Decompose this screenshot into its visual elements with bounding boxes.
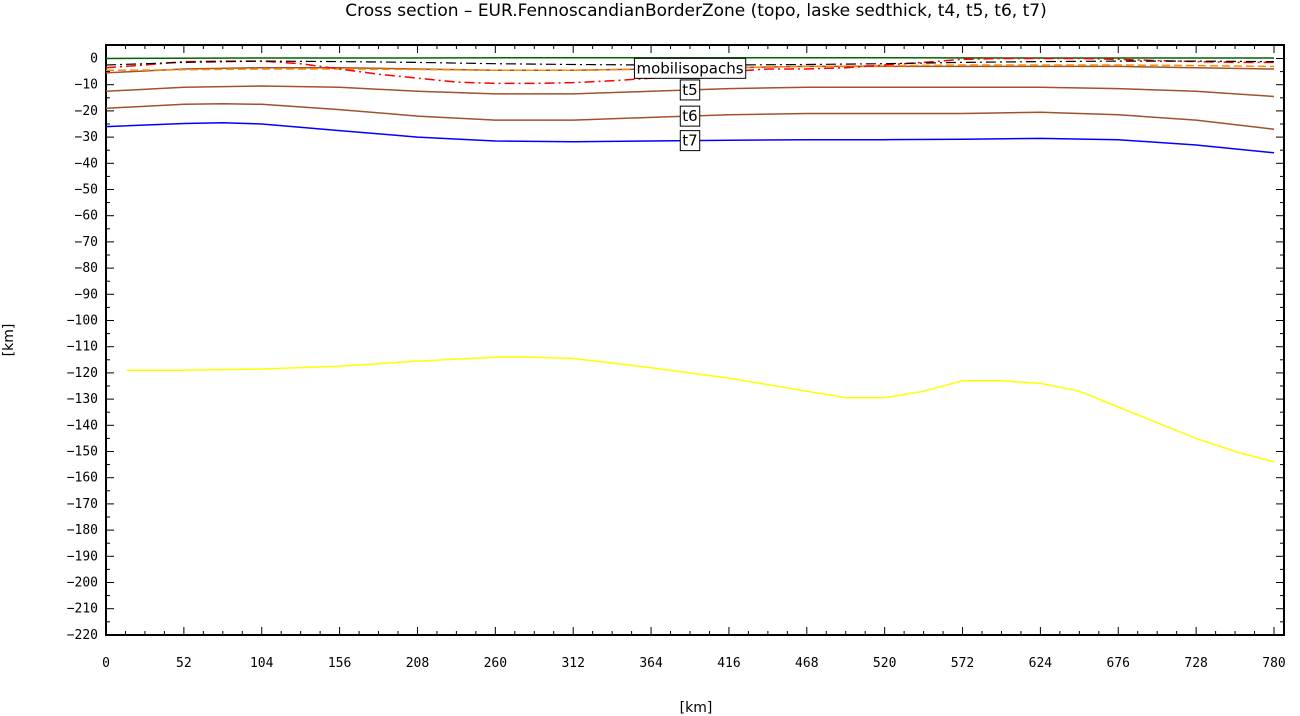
y-tick-label: −30 (75, 130, 98, 145)
series-line-mobilisopachs (105, 64, 1275, 72)
series-line (127, 356, 1275, 463)
y-tick-label: −220 (67, 628, 98, 643)
line-label-box (679, 130, 701, 152)
y-tick-label: −80 (75, 261, 98, 276)
line-label-t5: t5 (679, 79, 701, 101)
series-line-t7 (105, 121, 1275, 154)
y-tick-label: −120 (67, 366, 98, 381)
x-axis-label: [km] (680, 700, 713, 716)
y-tick-label: −210 (67, 602, 98, 617)
x-tick-label: 260 (484, 656, 507, 671)
x-tick-label: 156 (328, 656, 351, 671)
x-tick-label: 104 (250, 656, 274, 671)
y-tick-label: −60 (75, 209, 98, 224)
x-tick-label: 728 (1184, 656, 1207, 671)
series-line-t6 (105, 103, 1275, 130)
x-axis: 0 52 104 156 208 260 312 364 416 468 520 572 624 676 7… (102, 45, 1286, 671)
x-tick-label: 416 (717, 656, 740, 671)
chart-title: Cross section – EUR.FennoscandianBorderZ… (345, 1, 1046, 21)
y-axis-label: [km] (1, 324, 17, 357)
y-tick-label: −50 (75, 183, 98, 198)
line-labels: t4t5t6t7mobilisopachs (633, 57, 747, 152)
x-tick-label: 0 (102, 656, 110, 671)
line-label-box (679, 105, 701, 127)
y-tick-label: −190 (67, 549, 98, 564)
y-tick-label: −90 (75, 287, 98, 302)
line-label-text: mobilisopachs (636, 59, 743, 77)
y-tick-label: −180 (67, 523, 98, 538)
y-tick-label: −70 (75, 235, 98, 250)
line-label-box (633, 57, 747, 79)
x-tick-label: 312 (561, 656, 584, 671)
x-tick-label: 208 (406, 656, 429, 671)
y-tick-label: −110 (67, 340, 98, 355)
line-label-box (679, 79, 701, 101)
x-tick-label: 780 (1262, 656, 1285, 671)
y-tick-label: −40 (75, 156, 98, 171)
y-tick-label: −200 (67, 576, 98, 591)
line-label-text: t6 (682, 107, 697, 125)
y-tick-label: 0 (90, 52, 98, 67)
x-tick-label: 624 (1029, 656, 1053, 671)
x-tick-label: 52 (176, 656, 192, 671)
line-label-text: t7 (682, 132, 697, 150)
line-label-t7: t7 (679, 130, 701, 152)
y-tick-label: −130 (67, 392, 98, 407)
y-tick-label: −10 (75, 78, 98, 93)
x-tick-label: 468 (795, 656, 818, 671)
y-axis: 0 −10 −20 −30 −40 −50 −60 −70 −80 −90 −100 −110 −120… (67, 52, 1284, 643)
line-label-mobilisopachs: mobilisopachs (633, 57, 747, 79)
line-label-t6: t6 (679, 105, 701, 127)
x-tick-label: 364 (639, 656, 663, 671)
y-tick-label: −160 (67, 471, 98, 486)
x-tick-label: 520 (873, 656, 896, 671)
line-label-text: t5 (682, 81, 697, 99)
y-tick-label: −150 (67, 445, 98, 460)
plot-border (105, 44, 1285, 636)
series-line (105, 56, 1274, 60)
plot-frame (105, 44, 1285, 636)
y-tick-label: −100 (67, 314, 98, 329)
y-tick-label: −140 (67, 418, 98, 433)
y-tick-label: −20 (75, 104, 98, 119)
y-tick-label: −170 (67, 497, 98, 512)
x-tick-label: 572 (951, 656, 974, 671)
x-tick-label: 676 (1107, 656, 1130, 671)
